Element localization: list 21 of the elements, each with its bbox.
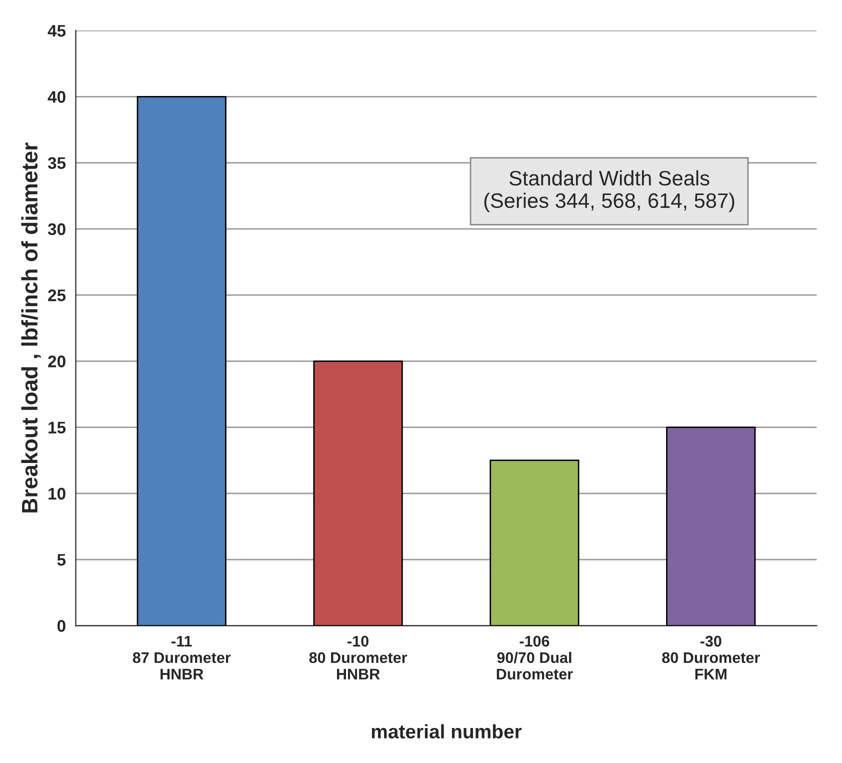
y-tick-label: 5 [57, 554, 66, 566]
y-tick-label: 45 [48, 25, 66, 37]
x-tick-label: -10 80 Durometer HNBR [309, 636, 408, 680]
x-tick-label: -106 90/70 Dual Durometer [496, 636, 573, 680]
bar [490, 460, 580, 626]
y-tick-label: 15 [48, 422, 66, 434]
y-tick-label: 20 [48, 356, 66, 368]
x-tick-label: -30 80 Durometer FKM [662, 636, 760, 680]
bar [313, 360, 403, 626]
annotation: Standard Width Seals (Series 344, 568, 614, 587) [484, 170, 734, 212]
y-tick-label: 40 [48, 91, 66, 103]
y-axis-title: Breakout load , lbf/inch of diameter [21, 142, 41, 512]
y-tick-label: 0 [57, 620, 66, 632]
y-tick-label: 30 [48, 223, 66, 236]
y-tick-label: 35 [48, 157, 66, 169]
x-tick-label: -11 87 Durometer HNBR [132, 636, 231, 680]
y-tick-label: 10 [48, 488, 66, 500]
y-tick-label: 25 [48, 289, 66, 302]
bar [136, 96, 226, 626]
x-axis-title: material number [372, 724, 522, 738]
bar [666, 426, 756, 626]
